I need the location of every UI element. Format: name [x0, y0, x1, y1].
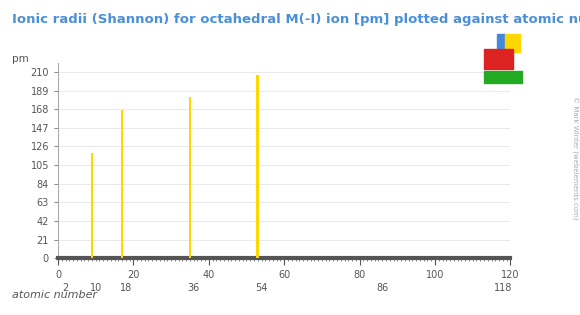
Text: 86: 86	[376, 283, 389, 293]
Text: pm: pm	[12, 54, 28, 64]
Text: Ionic radii (Shannon) for octahedral M(-I) ion [pm] plotted against atomic numbe: Ionic radii (Shannon) for octahedral M(-…	[12, 13, 580, 26]
Bar	[497, 34, 505, 49]
Text: 36: 36	[187, 283, 200, 293]
Bar	[90, 153, 93, 258]
Bar	[121, 110, 124, 258]
Text: 118: 118	[494, 283, 512, 293]
Text: 10: 10	[89, 283, 102, 293]
Bar	[484, 49, 513, 69]
Text: 54: 54	[255, 283, 268, 293]
Bar	[505, 34, 520, 52]
Bar	[188, 97, 191, 258]
Text: 18: 18	[119, 283, 132, 293]
Text: © Mark Winter (webelements.com): © Mark Winter (webelements.com)	[571, 96, 578, 219]
Text: 2: 2	[63, 283, 68, 293]
Text: atomic number: atomic number	[12, 289, 97, 300]
Bar	[256, 75, 259, 258]
Bar	[484, 71, 522, 83]
